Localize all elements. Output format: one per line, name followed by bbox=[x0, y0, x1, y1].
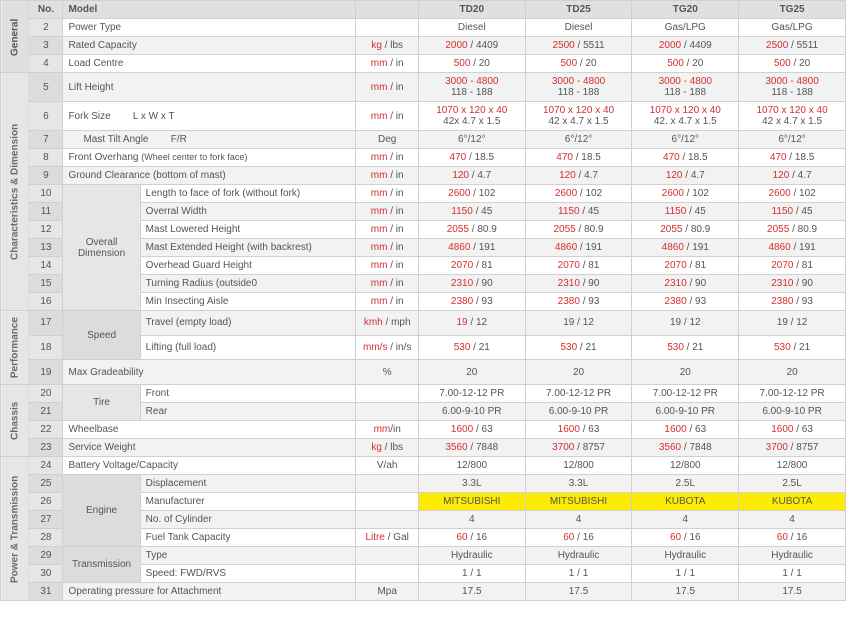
col-model: Model bbox=[63, 1, 356, 19]
sub-tire: Tire bbox=[63, 385, 140, 421]
col-td20: TD20 bbox=[418, 1, 525, 19]
row-8: 8 Front Overhang (Wheel center to fork f… bbox=[1, 149, 846, 167]
header-row: General No. Model TD20 TD25 TG20 TG25 bbox=[1, 1, 846, 19]
row-22: 22 Wheelbase mm/in 1600 / 63 1600 / 63 1… bbox=[1, 421, 846, 439]
group-power: Power & Transmission bbox=[1, 457, 29, 601]
row-2: 2 Power Type Diesel Diesel Gas/LPG Gas/L… bbox=[1, 19, 846, 37]
row-19: 19 Max Gradeability % 20 20 20 20 bbox=[1, 360, 846, 385]
row-7: 7 Mast Tilt Angle F/R Deg 6°/12° 6°/12° … bbox=[1, 131, 846, 149]
row-5: Characteristics & Dimension 5 Lift Heigh… bbox=[1, 73, 846, 102]
row-10: 10 Overall Dimension Length to face of f… bbox=[1, 185, 846, 203]
group-chassis: Chassis bbox=[1, 385, 29, 457]
spec-table: General No. Model TD20 TD25 TG20 TG25 2 … bbox=[0, 0, 846, 601]
row-17: Performance 17 Speed Travel (empty load)… bbox=[1, 311, 846, 336]
row-4: 4 Load Centre mm / in 500 / 20 500 / 20 … bbox=[1, 55, 846, 73]
group-chardim: Characteristics & Dimension bbox=[1, 73, 29, 311]
sub-engine: Engine bbox=[63, 475, 140, 547]
group-perf: Performance bbox=[1, 311, 29, 385]
col-td25: TD25 bbox=[525, 1, 632, 19]
row-31: 31 Operating pressure for Attachment Mpa… bbox=[1, 583, 846, 601]
row-24: Power & Transmission 24 Battery Voltage/… bbox=[1, 457, 846, 475]
row-23: 23 Service Weight kg / lbs 3560 / 7848 3… bbox=[1, 439, 846, 457]
sub-overall: Overall Dimension bbox=[63, 185, 140, 311]
sub-speed: Speed bbox=[63, 311, 140, 360]
sub-trans: Transmission bbox=[63, 547, 140, 583]
row-3: 3 Rated Capacity kg / lbs 2000 / 4409 25… bbox=[1, 37, 846, 55]
col-tg25: TG25 bbox=[739, 1, 846, 19]
row-20: Chassis 20 Tire Front 7.00-12-12 PR 7.00… bbox=[1, 385, 846, 403]
row-25: 25 Engine Displacement 3.3L 3.3L 2.5L 2.… bbox=[1, 475, 846, 493]
col-tg20: TG20 bbox=[632, 1, 739, 19]
row-6: 6 Fork Size L x W x T mm / in 1070 x 120… bbox=[1, 102, 846, 131]
row-9: 9 Ground Clearance (bottom of mast) mm /… bbox=[1, 167, 846, 185]
col-no: No. bbox=[29, 1, 63, 19]
row-29: 29 Transmission Type Hydraulic Hydraulic… bbox=[1, 547, 846, 565]
group-general: General bbox=[1, 1, 29, 73]
